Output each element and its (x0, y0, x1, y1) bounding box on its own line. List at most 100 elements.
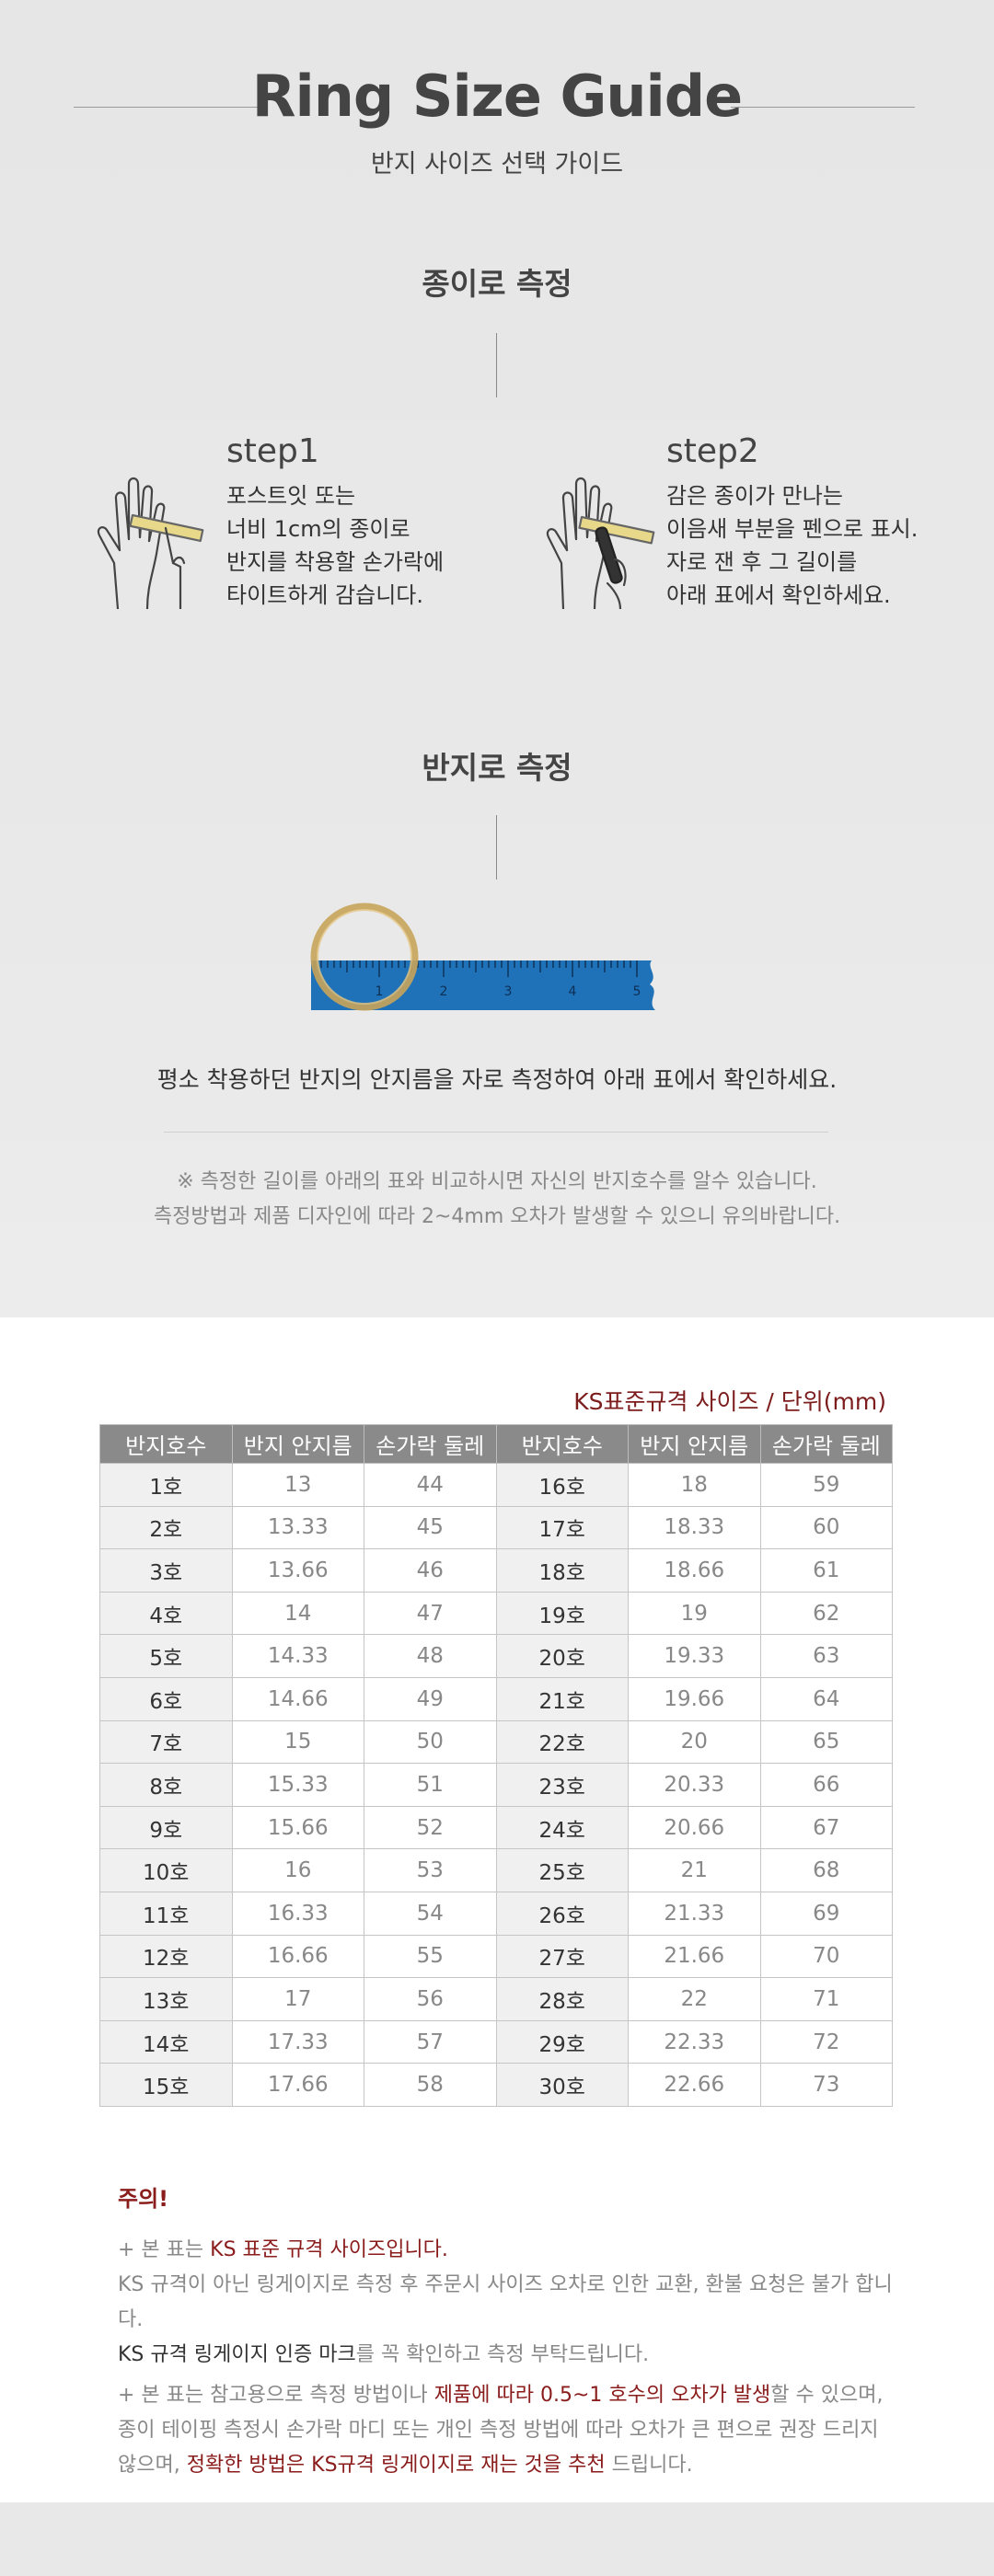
ring-size-cell: 7호 (99, 1719, 233, 1765)
ring-size-cell: 21호 (495, 1676, 629, 1721)
measurement-cell: 50 (364, 1719, 497, 1765)
measurement-cell: 21.33 (628, 1891, 761, 1936)
ring-size-cell: 10호 (99, 1848, 233, 1892)
ring-size-cell: 14호 (99, 2019, 233, 2064)
step1-title: step1 (226, 432, 319, 470)
notice-highlight: 제품에 따라 0.5~1 호수의 오차가 발생 (433, 2384, 771, 2407)
measurement-cell: 15.33 (231, 1763, 364, 1807)
table-header: 반지 안지름 (628, 1424, 761, 1464)
measurement-cell: 13.66 (231, 1548, 364, 1593)
ruler-tick-label: 5 (633, 984, 641, 999)
measurement-cell: 44 (364, 1463, 497, 1507)
step1-block: step1 포스트잇 또는 너비 1cm의 종이로 반지를 착용할 손가락에 타… (226, 432, 444, 612)
measurement-cell: 57 (364, 2019, 497, 2064)
measurement-cell: 21.66 (628, 1934, 761, 1979)
table-header: 손가락 둘레 (759, 1424, 893, 1464)
measurement-cell: 59 (759, 1463, 893, 1507)
notice-highlight: KS 표준 규격 사이즈입니다. (210, 2238, 448, 2261)
measure-note: ※ 측정한 길이를 아래의 표와 비교하시면 자신의 반지호수를 알수 있습니다… (177, 1170, 817, 1193)
table-row: 3호 13.66 46 18호 18.66 61 (99, 1548, 893, 1593)
measurement-cell: 20 (628, 1719, 761, 1765)
notice-text: 할 수 있으며, (770, 2384, 884, 2407)
table-header: 반지 안지름 (231, 1424, 364, 1464)
notice-emphasis: KS 규격 링게이지 인증 마크 (118, 2343, 356, 2366)
measurement-cell: 45 (364, 1505, 497, 1550)
measurement-cell: 21 (628, 1848, 761, 1892)
measurement-cell: 16.66 (231, 1934, 364, 1979)
title-right-rule (731, 107, 915, 108)
table-row: 11호 16.33 54 26호 21.33 69 (99, 1891, 893, 1936)
table-row: 5호 14.33 48 20호 19.33 63 (99, 1634, 893, 1678)
table-row: 2호 13.33 45 17호 18.33 60 (99, 1505, 893, 1550)
measurement-cell: 14 (231, 1591, 364, 1636)
step1-line: 반지를 착용할 손가락에 (226, 549, 445, 575)
measurement-cell: 68 (759, 1848, 893, 1892)
notice-highlight: 정확한 방법은 KS규격 링게이지로 재는 것을 추천 (186, 2454, 606, 2477)
notice-text: 를 꼭 확인하고 측정 부탁드립니다. (355, 2343, 650, 2366)
ring-size-cell: 20호 (495, 1634, 629, 1678)
ring-section-heading: 반지로 측정 (422, 750, 572, 786)
table-header: 반지호수 (495, 1424, 629, 1464)
table-row: 13호 17 56 28호 22 71 (99, 1977, 893, 2021)
ring-size-cell: 3호 (99, 1548, 233, 1593)
measurement-cell: 61 (759, 1548, 893, 1593)
step2-line: 감은 종이가 만나는 (666, 483, 843, 509)
measure-note: 측정방법과 제품 디자인에 따라 2~4mm 오차가 발생할 수 있으니 유의바… (153, 1205, 841, 1228)
step2-title: step2 (666, 432, 759, 470)
measurement-cell: 20.66 (628, 1805, 761, 1850)
table-header: 손가락 둘레 (364, 1424, 497, 1464)
measurement-cell: 58 (364, 2063, 497, 2107)
measurement-cell: 54 (364, 1891, 497, 1936)
measurement-cell: 56 (364, 1977, 497, 2021)
measurement-cell: 48 (364, 1634, 497, 1678)
ring-size-cell: 24호 (495, 1805, 629, 1850)
ring-ruler-illustration: 1 2 3 4 5 (304, 902, 672, 1030)
table-row: 4호 14 47 19호 19 62 (99, 1591, 893, 1636)
measurement-cell: 20.33 (628, 1763, 761, 1807)
measurement-cell: 46 (364, 1548, 497, 1593)
table-row: 1호 13 44 16호 18 59 (99, 1463, 893, 1507)
ring-size-cell: 1호 (99, 1463, 233, 1507)
step2-line: 자로 잰 후 그 길이를 (666, 549, 858, 575)
ruler-icon (311, 960, 655, 1010)
step2-block: step2 감은 종이가 만나는 이음새 부분을 펜으로 표시. 자로 잰 후 … (666, 432, 918, 612)
measurement-cell: 63 (759, 1634, 893, 1678)
measurement-cell: 15.66 (231, 1805, 364, 1850)
measurement-cell: 49 (364, 1676, 497, 1721)
table-unit-label: KS표준규격 사이즈 / 단위(mm) (573, 1388, 886, 1415)
title-left-rule (74, 107, 258, 108)
measurement-cell: 64 (759, 1676, 893, 1721)
ring-size-cell: 13호 (99, 1977, 233, 2021)
notice-text: 않으며, (118, 2454, 187, 2477)
measurement-cell: 16.33 (231, 1891, 364, 1936)
ring-size-cell: 27호 (495, 1934, 629, 1979)
measurement-cell: 17.33 (231, 2019, 364, 2064)
ruler-tick-label: 3 (504, 984, 513, 999)
hand-pen-mark-icon (543, 471, 663, 613)
notice-paragraph-1: + 본 표는 KS 표준 규격 사이즈입니다. KS 규격이 아닌 링게이지로 … (118, 2233, 909, 2373)
measurement-cell: 71 (759, 1977, 893, 2021)
measurement-cell: 22 (628, 1977, 761, 2021)
notice-text: + 본 표는 참고용으로 측정 방법이나 (118, 2384, 434, 2407)
measurement-cell: 18.33 (628, 1505, 761, 1550)
measurement-cell: 72 (759, 2019, 893, 2064)
ring-measure-caption: 평소 착용하던 반지의 안지름을 자로 측정하여 아래 표에서 확인하세요. (156, 1066, 838, 1093)
step1-line: 포스트잇 또는 (226, 483, 356, 509)
ring-icon (310, 903, 419, 1011)
ring-size-cell: 2호 (99, 1505, 233, 1550)
ring-size-cell: 9호 (99, 1805, 233, 1850)
paper-section-heading: 종이로 측정 (422, 266, 572, 302)
title-row: Ring Size Guide (0, 57, 994, 149)
guide-intro-section: Ring Size Guide 반지 사이즈 선택 가이드 종이로 측정 ste… (0, 0, 994, 1317)
ring-size-cell: 11호 (99, 1891, 233, 1936)
measurement-cell: 17.66 (231, 2063, 364, 2107)
step1-line: 너비 1cm의 종이로 (226, 516, 410, 542)
ring-size-cell: 15호 (99, 2063, 233, 2107)
notice-text: KS 규격이 아닌 링게이지로 측정 후 주문시 사이즈 오차로 인한 교환, … (118, 2273, 893, 2331)
notes-divider (164, 1132, 828, 1133)
measurement-cell: 52 (364, 1805, 497, 1850)
notice-text: + 본 표는 (118, 2238, 211, 2261)
measurement-cell: 70 (759, 1934, 893, 1979)
measurement-cell: 22.66 (628, 2063, 761, 2107)
measurement-cell: 69 (759, 1891, 893, 1936)
